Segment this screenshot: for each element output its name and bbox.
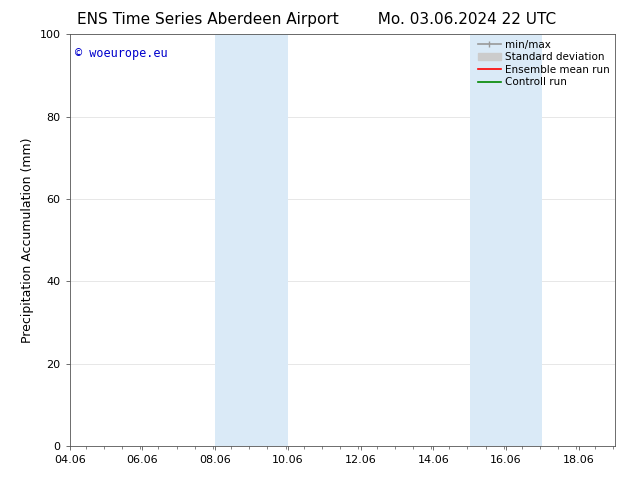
- Text: © woeurope.eu: © woeurope.eu: [75, 47, 168, 60]
- Legend: min/max, Standard deviation, Ensemble mean run, Controll run: min/max, Standard deviation, Ensemble me…: [476, 37, 612, 89]
- Bar: [470, 34, 542, 446]
- Text: ENS Time Series Aberdeen Airport        Mo. 03.06.2024 22 UTC: ENS Time Series Aberdeen Airport Mo. 03.…: [77, 12, 557, 27]
- Y-axis label: Precipitation Accumulation (mm): Precipitation Accumulation (mm): [21, 137, 34, 343]
- Bar: [215, 34, 288, 446]
